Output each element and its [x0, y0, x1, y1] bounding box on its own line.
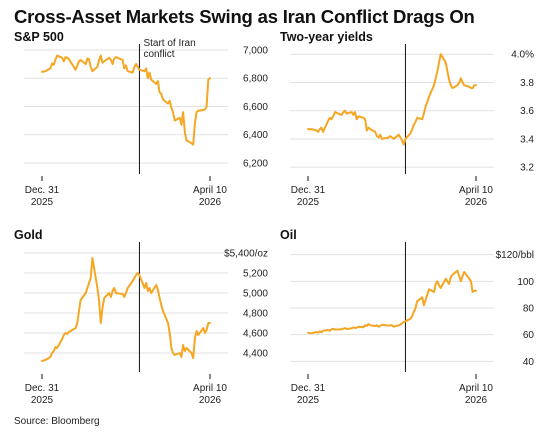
sp500-x-tick-year: 2025: [31, 197, 54, 208]
sp500-y-tick-label: 6,800: [243, 74, 268, 85]
sp500-event-label: Start of Iran: [143, 38, 195, 49]
two-year-yields-y-tick-label: 4.0%: [511, 50, 534, 61]
two-year-yields-series-line: [307, 53, 477, 146]
gold-y-tick-label: 5,200: [243, 269, 268, 280]
gold-y-tick-label: 5,000: [243, 289, 268, 300]
gold-x-tick-label: April 10: [193, 383, 227, 394]
sp500-series-line: [41, 54, 211, 146]
sp500-y-tick-label: 6,400: [243, 130, 268, 141]
two-year-yields-x-tick-label: April 10: [459, 185, 493, 196]
oil-y-tick-label: 80: [523, 304, 535, 315]
gold-chart: 4,400 4,600 4,800 5,000 5,200 $5,400/oz Dec. 3…: [24, 242, 268, 406]
gold-x-tick-year: 2025: [31, 395, 54, 406]
gold-x-tick-year: 2026: [199, 395, 222, 406]
two-year-yields-title: Two-year yields: [280, 30, 373, 44]
two-year-yields-y-tick-label: 3.8: [520, 78, 534, 89]
two-year-yields-y-tick-label: 3.2: [520, 163, 534, 174]
oil-series-line: [307, 269, 477, 335]
sp500-x-tick-label: Dec. 31: [25, 185, 60, 196]
sp500-y-tick-label: 7,000: [243, 46, 268, 57]
two-year-yields-x-tick-year: 2026: [465, 197, 488, 208]
oil-y-tick-label: 40: [523, 357, 535, 368]
oil-x-tick-label: April 10: [459, 383, 493, 394]
two-year-yields-y-tick-label: 3.6: [520, 106, 534, 117]
gold-series-line: [41, 257, 211, 362]
two-year-yields-x-tick-year: 2025: [297, 197, 320, 208]
sp500-y-tick-label: 6,600: [243, 102, 268, 113]
sp500-x-tick-year: 2026: [199, 197, 222, 208]
two-year-yields-x-tick-label: Dec. 31: [291, 185, 326, 196]
oil-x-tick-year: 2025: [297, 395, 320, 406]
gold-x-tick-label: Dec. 31: [25, 383, 60, 394]
sp500-title: S&P 500: [14, 30, 64, 44]
oil-title: Oil: [280, 228, 297, 242]
sp500-x-tick-label: April 10: [193, 185, 227, 196]
gold-y-tick-label: $5,400/oz: [224, 249, 268, 260]
source-note: Source: Bloomberg: [14, 416, 100, 427]
oil-x-tick-year: 2026: [465, 395, 488, 406]
gold-panel: Gold 4,400 4,600 4,800 5,000 5,200 $5,400/oz D…: [14, 228, 282, 408]
gold-y-tick-label: 4,800: [243, 309, 268, 320]
oil-y-tick-label: 60: [523, 330, 535, 341]
two-year-yields-y-tick-label: 3.4: [520, 134, 534, 145]
gold-title: Gold: [14, 228, 43, 242]
oil-y-tick-label: $120/bbl: [496, 250, 534, 261]
two-year-yields-panel: Two-year yields 3.2 3.4 3.6 3.8 4.0% Dec. 31 2…: [280, 30, 548, 210]
gold-y-tick-label: 4,600: [243, 329, 268, 340]
oil-y-tick-label: 100: [517, 277, 534, 288]
sp500-y-tick-label: 6,200: [243, 158, 268, 169]
headline: Cross-Asset Markets Swing as Iran Confli…: [14, 6, 475, 27]
oil-x-tick-label: Dec. 31: [291, 383, 326, 394]
gold-y-tick-label: 4,400: [243, 349, 268, 360]
oil-panel: Oil 40 60 80 100 $120/bbl Dec. 31 2025 April 10…: [280, 228, 548, 408]
sp500-event-label: conflict: [143, 49, 174, 60]
sp500-panel: S&P 500 6,200 6,400 6,600 6,800 7,000 Dec. 31…: [14, 30, 282, 210]
